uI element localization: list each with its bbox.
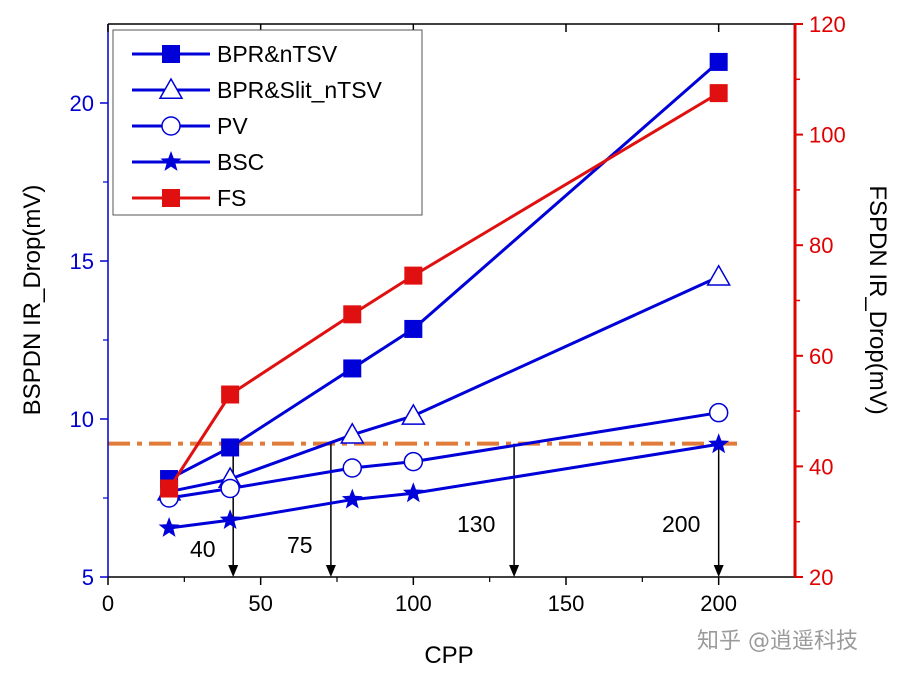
annotation-arrowhead-40 (228, 565, 239, 577)
data-point-bsc-80 (341, 488, 363, 509)
axes-layer: 0 50 100 150 200 5 10 15 20 20 40 60 80 100 120 (70, 12, 846, 616)
y-axis-title: BSPDN IR_Drop(mV) (19, 185, 46, 416)
y2-tick-label-120: 120 (809, 12, 846, 37)
legend: BPR&nTSV BPR&Slit_nTSV PV BSC FS (112, 29, 423, 216)
data-point-bsc-20 (158, 517, 180, 537)
y2-tick-label-40: 40 (809, 454, 833, 479)
data-point-bsc-200 (708, 433, 730, 454)
data-point-pv-200 (708, 402, 729, 423)
annotation-label-130: 130 (457, 511, 495, 537)
data-point-fs-80 (343, 305, 362, 324)
legend-label-fs: FS (217, 185, 246, 211)
data-point-bsc-40 (219, 509, 241, 529)
annotation-label-75: 75 (287, 532, 313, 558)
legend-label-pv: PV (217, 113, 248, 139)
plot-area (108, 441, 737, 577)
legend-marker-fs (162, 189, 180, 207)
y-tick-label-20: 20 (70, 91, 94, 116)
legend-marker-bpr-ntsv (162, 45, 180, 63)
legend-marker-pv (161, 116, 181, 136)
x-tick-label-50: 50 (248, 591, 272, 616)
data-point-bpr-ntsv-200 (709, 52, 728, 71)
data-point-bpr-slit-ntsv-80 (339, 422, 365, 444)
legend-marker-bsc (160, 151, 182, 171)
annotation-arrowhead-200 (713, 565, 724, 577)
x-axis-title: CPP (424, 642, 473, 669)
annotation-arrowhead-75 (325, 565, 336, 577)
watermark: 知乎 @逍遥科技 (697, 629, 858, 654)
legend-label-bpr-ntsv: BPR&nTSV (217, 41, 338, 67)
legend-marker-bpr-slit-ntsv (158, 77, 184, 99)
y-tick-label-5: 5 (82, 565, 94, 590)
data-point-pv-40 (220, 478, 240, 499)
series-line-bpr-slit-ntsv (168, 275, 720, 494)
series-layer (156, 52, 731, 537)
x-tick-label-0: 0 (102, 591, 114, 616)
data-point-bpr-ntsv-80 (343, 359, 362, 378)
y2-tick-label-80: 80 (809, 233, 833, 258)
y2-tick-label-20: 20 (809, 565, 833, 590)
data-point-fs-20 (160, 479, 179, 498)
y-tick-label-15: 15 (70, 249, 94, 274)
legend-items (132, 45, 210, 207)
legend-label-bpr-slit-ntsv: BPR&Slit_nTSV (217, 77, 383, 103)
data-point-fs-40 (221, 385, 240, 404)
data-point-pv-100 (403, 451, 424, 472)
data-point-fs-200 (709, 84, 728, 103)
annotation-arrowhead-130 (509, 565, 520, 577)
data-point-fs-100 (404, 266, 423, 285)
series-line-pv (168, 411, 719, 500)
annotation-label-200: 200 (662, 511, 700, 537)
data-point-bpr-slit-ntsv-200 (706, 264, 731, 286)
data-point-bpr-slit-ntsv-100 (401, 403, 426, 425)
y2-tick-label-60: 60 (809, 344, 833, 369)
legend-label-bsc: BSC (217, 149, 264, 175)
y-tick-label-10: 10 (70, 407, 94, 432)
x-tick-label-100: 100 (395, 591, 432, 616)
data-point-bsc-100 (402, 482, 424, 503)
annotation-label-40: 40 (190, 536, 216, 562)
y2-tick-label-100: 100 (809, 123, 846, 148)
data-point-pv-80 (342, 458, 363, 478)
y2-axis-title: FSPDN IR_Drop(mV) (864, 185, 891, 414)
data-point-bpr-ntsv-100 (404, 319, 423, 338)
data-point-bpr-ntsv-40 (221, 438, 240, 457)
x-tick-label-200: 200 (700, 591, 737, 616)
x-tick-label-150: 150 (548, 591, 585, 616)
